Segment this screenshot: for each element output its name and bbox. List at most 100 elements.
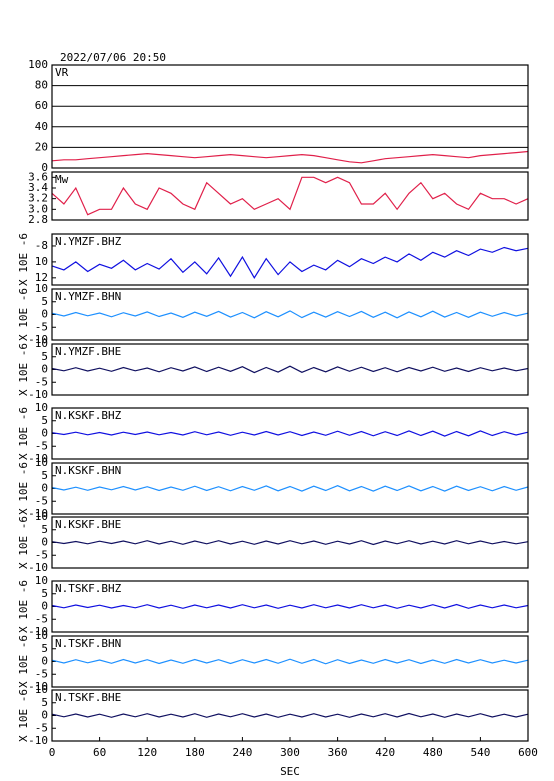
- panel-frame: [51, 343, 529, 396]
- y-tick-label: 5: [41, 587, 48, 600]
- y-tick-label: 20: [35, 140, 48, 153]
- x-tick-label: 540: [470, 746, 490, 759]
- panel-frame: [51, 635, 529, 688]
- y-tick-label: 10: [35, 337, 48, 350]
- y-tick-label: 10: [35, 401, 48, 414]
- y-tick-label: 40: [35, 120, 48, 133]
- y-tick-label: -10: [28, 561, 48, 574]
- y-tick-label: 60: [35, 99, 48, 112]
- x-tick-label: 360: [328, 746, 348, 759]
- x-tick-label: 240: [232, 746, 252, 759]
- y-axis-label: X 10E -6: [17, 288, 30, 341]
- y-tick-label: 0: [41, 536, 48, 549]
- y-tick-label: -5: [35, 439, 48, 452]
- y-tick-label: -10: [28, 388, 48, 401]
- y-tick-label: 5: [41, 414, 48, 427]
- y-tick-label: 3.0: [28, 202, 48, 215]
- y-tick-label: -10: [28, 452, 48, 465]
- trace: [51, 365, 529, 374]
- y-axis-label: X 10E -6: [17, 580, 30, 633]
- y-tick-label: 0: [41, 161, 48, 174]
- trace-name: N.KSKF.BHE: [55, 518, 121, 531]
- y-tick-label: -10: [28, 680, 48, 693]
- y-axis-label: X 10E -6: [17, 516, 30, 569]
- y-tick-label: 80: [35, 79, 48, 92]
- y-tick-label: 0: [41, 363, 48, 376]
- trace: [51, 540, 529, 546]
- y-tick-label: 5: [41, 295, 48, 308]
- trace: [51, 485, 529, 492]
- y-tick-label: -8: [35, 239, 48, 252]
- y-axis-label: X 10E -6: [17, 343, 30, 396]
- y-tick-label: -10: [28, 625, 48, 638]
- y-tick-label: 5: [41, 642, 48, 655]
- x-tick-label: 0: [49, 746, 56, 759]
- y-tick-label: 5: [41, 469, 48, 482]
- trace: [51, 712, 529, 718]
- y-tick-label: 10: [35, 510, 48, 523]
- y-tick-label: 3.6: [28, 170, 48, 183]
- y-tick-label: 0: [41, 482, 48, 495]
- y-tick-label: 3.4: [28, 181, 48, 194]
- x-tick-label: 480: [423, 746, 443, 759]
- y-tick-label: 0: [41, 600, 48, 613]
- y-axis-label: X 10E -6: [17, 407, 30, 460]
- trace-name: N.KSKF.BHN: [55, 464, 121, 477]
- y-tick-label: 10: [35, 255, 48, 268]
- panel-frame: [51, 462, 529, 515]
- x-tick-label: 600: [518, 746, 538, 759]
- trace-name: VR: [55, 66, 69, 79]
- trace: [51, 658, 529, 665]
- chart-title: 2022/07/06 20:50: [60, 51, 166, 64]
- trace-name: Mw: [55, 173, 69, 186]
- y-tick-label: -5: [35, 494, 48, 507]
- panel-frame: [51, 407, 529, 460]
- y-tick-label: 3.2: [28, 192, 48, 205]
- panel-frame: [51, 516, 529, 569]
- trace: [51, 603, 529, 609]
- y-tick-label: -5: [35, 320, 48, 333]
- y-tick-label: 10: [35, 574, 48, 587]
- y-tick-label: -5: [35, 548, 48, 561]
- y-tick-label: 5: [41, 350, 48, 363]
- y-tick-label: -5: [35, 612, 48, 625]
- y-tick-label: 2.8: [28, 213, 48, 226]
- trace-name: N.TSKF.BHE: [55, 691, 121, 704]
- y-tick-label: -5: [35, 667, 48, 680]
- y-tick-label: -5: [35, 375, 48, 388]
- y-tick-label: -10: [28, 507, 48, 520]
- x-tick-label: 300: [280, 746, 300, 759]
- y-axis-label: X 10E -6: [17, 689, 30, 742]
- panel-frame: [51, 288, 529, 341]
- y-tick-label: 12: [35, 271, 48, 284]
- panel-frame: [51, 689, 529, 742]
- trace-name: N.YMZF.BHE: [55, 345, 121, 358]
- trace-name: N.YMZF.BHN: [55, 290, 121, 303]
- y-tick-label: 0: [41, 709, 48, 722]
- y-tick-label: 10: [35, 683, 48, 696]
- y-tick-label: 10: [35, 456, 48, 469]
- y-axis-label: X 10E -6: [17, 635, 30, 688]
- trace-name: N.TSKF.BHN: [55, 637, 121, 650]
- y-tick-label: -10: [28, 734, 48, 747]
- trace-name: N.KSKF.BHZ: [55, 409, 122, 422]
- y-tick-label: 0: [41, 308, 48, 321]
- panel-frame: [51, 171, 529, 221]
- y-tick-label: 5: [41, 696, 48, 709]
- trace: [51, 176, 529, 216]
- y-tick-label: 10: [35, 629, 48, 642]
- y-tick-label: 5: [41, 523, 48, 536]
- x-axis-label: SEC: [280, 765, 300, 778]
- x-tick-label: 120: [137, 746, 157, 759]
- trace: [51, 150, 529, 164]
- y-tick-label: 0: [41, 427, 48, 440]
- y-tick-label: -5: [35, 721, 48, 734]
- trace: [51, 310, 529, 319]
- y-tick-label: 100: [28, 58, 48, 71]
- y-tick-label: 0: [41, 655, 48, 668]
- trace-name: N.TSKF.BHZ: [55, 582, 122, 595]
- trace: [51, 246, 529, 279]
- x-tick-label: 420: [375, 746, 395, 759]
- y-tick-label: -10: [28, 333, 48, 346]
